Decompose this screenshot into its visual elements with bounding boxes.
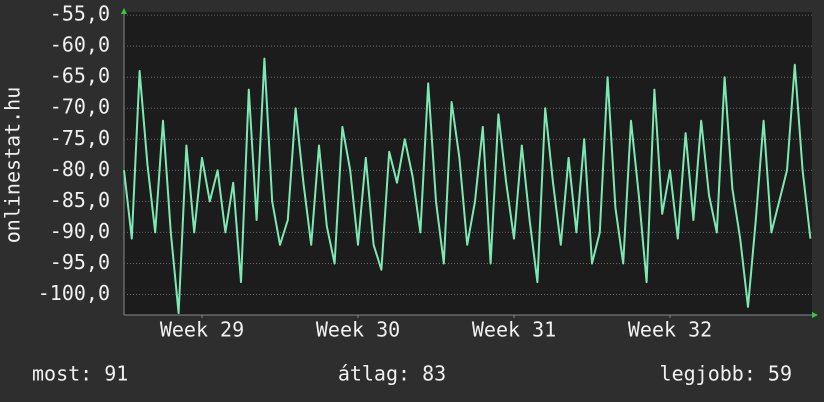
y-tick-label: -65,0 xyxy=(50,64,110,88)
x-tick-label: Week 31 xyxy=(472,318,556,342)
x-tick-label: Week 30 xyxy=(316,318,400,342)
y-tick-label: -60,0 xyxy=(50,33,110,57)
y-axis-label: onlinestat.hu xyxy=(1,87,25,244)
y-axis-arrow xyxy=(121,8,127,14)
y-tick-label: -75,0 xyxy=(50,126,110,150)
y-tick-label: -55,0 xyxy=(50,2,110,26)
x-axis-arrow xyxy=(812,312,818,318)
footer-average: átlag: 83 xyxy=(338,362,446,386)
y-tick-label: -70,0 xyxy=(50,95,110,119)
y-tick-label: -95,0 xyxy=(50,250,110,274)
plot-area xyxy=(124,12,812,315)
data-line xyxy=(123,57,812,315)
x-tick-label: Week 29 xyxy=(160,318,244,342)
x-tick-label: Week 32 xyxy=(628,318,712,342)
footer-best: legjobb: 59 xyxy=(660,362,792,386)
footer-current: most: 91 xyxy=(32,362,128,386)
y-tick-label: -100,0 xyxy=(38,281,110,305)
y-tick-label: -90,0 xyxy=(50,219,110,243)
y-tick-label: -80,0 xyxy=(50,157,110,181)
y-tick-label: -85,0 xyxy=(50,188,110,212)
